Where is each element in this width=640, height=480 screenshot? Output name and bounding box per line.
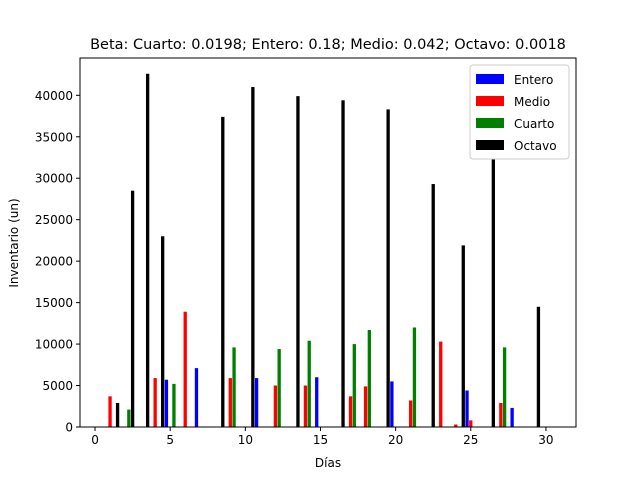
y-tick-label-10000: 10000 xyxy=(35,338,73,352)
bar-octavo-12 xyxy=(536,306,541,427)
bar-medio-10 xyxy=(454,424,458,427)
bar-octavo-9 xyxy=(431,184,435,427)
bars-layer xyxy=(108,73,541,428)
bar-medio-3 xyxy=(228,378,232,427)
x-tick-label-5: 5 xyxy=(166,433,174,447)
bar-medio-8 xyxy=(409,400,413,427)
x-tick-label-10: 10 xyxy=(238,433,253,447)
x-tick-label-15: 15 xyxy=(313,433,328,447)
bar-cuarto-7 xyxy=(412,327,417,427)
plot-frame xyxy=(79,57,577,428)
bar-octavo-0 xyxy=(115,402,120,427)
y-tick-label-0: 0 xyxy=(65,421,73,435)
y-tick-label-30000: 30000 xyxy=(35,172,73,186)
bar-octavo-3 xyxy=(161,236,165,427)
bar-medio-1 xyxy=(153,378,157,427)
bar-medio-11 xyxy=(469,420,473,427)
legend-swatch-cuarto xyxy=(476,118,504,128)
bar-cuarto-4 xyxy=(307,340,311,427)
bar-cuarto-1 xyxy=(172,383,176,427)
bar-medio-12 xyxy=(499,402,503,427)
x-tick-label-0: 0 xyxy=(91,433,99,447)
bar-entero-6 xyxy=(510,407,514,427)
bar-entero-1 xyxy=(194,368,199,427)
x-tick-label-25: 25 xyxy=(463,433,478,447)
chart-title: Beta: Cuarto: 0.0198; Entero: 0.18; Medi… xyxy=(90,37,566,53)
bar-cuarto-8 xyxy=(502,347,507,427)
y-tick-label-5000: 5000 xyxy=(42,379,73,393)
bar-octavo-2 xyxy=(145,73,150,427)
bar-octavo-8 xyxy=(386,109,390,427)
legend-box xyxy=(469,64,570,160)
legend-label-octavo: Octavo xyxy=(514,139,557,153)
bar-entero-4 xyxy=(390,381,394,427)
legend-label-medio: Medio xyxy=(514,95,550,109)
bar-cuarto-6 xyxy=(367,329,371,427)
bar-medio-6 xyxy=(348,396,353,427)
bar-entero-0 xyxy=(164,379,169,427)
bar-octavo-5 xyxy=(251,87,255,428)
y-tick-label-25000: 25000 xyxy=(35,213,73,227)
y-tick-label-40000: 40000 xyxy=(35,89,73,103)
bar-entero-3 xyxy=(315,377,319,427)
bar-entero-2 xyxy=(254,378,259,427)
bar-octavo-11 xyxy=(491,153,495,428)
bar-octavo-4 xyxy=(221,116,225,428)
x-tick-label-30: 30 xyxy=(538,433,553,447)
bar-cuarto-5 xyxy=(352,344,356,427)
bar-octavo-7 xyxy=(341,100,345,427)
y-axis: 0 5000 10000 15000 20000 25000 30000 35000 40000 xyxy=(35,89,80,435)
bar-entero-5 xyxy=(465,390,469,427)
legend: Entero Medio Cuarto Octavo xyxy=(469,64,570,160)
bar-octavo-6 xyxy=(296,96,300,427)
bar-cuarto-2 xyxy=(232,347,236,427)
x-axis: 0 5 10 15 20 25 30 xyxy=(91,427,554,447)
bar-medio-7 xyxy=(363,386,368,427)
bar-octavo-10 xyxy=(461,245,465,427)
x-tick-label-20: 20 xyxy=(388,433,403,447)
y-tick-label-35000: 35000 xyxy=(35,130,73,144)
bar-cuarto-0 xyxy=(127,409,131,427)
y-tick-label-20000: 20000 xyxy=(35,255,73,269)
legend-label-cuarto: Cuarto xyxy=(514,117,554,131)
bar-medio-4 xyxy=(273,385,278,427)
y-axis-label: Inventario (un) xyxy=(7,198,21,287)
bar-medio-0 xyxy=(108,396,112,427)
y-tick-label-15000: 15000 xyxy=(35,296,73,310)
bar-medio-9 xyxy=(439,341,443,427)
legend-swatch-entero xyxy=(476,74,504,84)
bar-medio-2 xyxy=(183,311,187,427)
legend-swatch-octavo xyxy=(476,140,504,150)
x-axis-label: Días xyxy=(315,456,341,470)
bar-cuarto-3 xyxy=(277,349,281,427)
legend-swatch-medio xyxy=(476,96,504,106)
bar-medio-5 xyxy=(303,385,308,427)
bar-octavo-1 xyxy=(130,190,135,427)
legend-label-entero: Entero xyxy=(514,73,553,87)
